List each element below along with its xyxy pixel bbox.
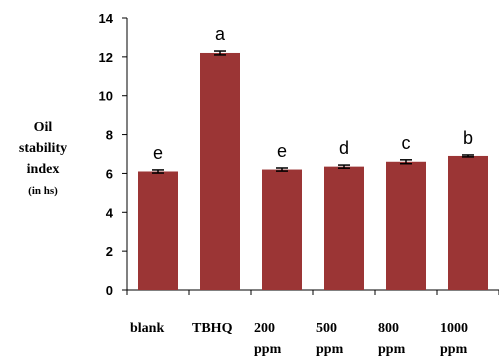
- x-category-label: 800 ppm: [378, 321, 406, 357]
- x-category-label: blank: [130, 321, 164, 336]
- bar: [200, 52, 240, 290]
- bar: [138, 171, 178, 290]
- error-bar: [276, 167, 288, 172]
- x-category-label: 500 ppm: [316, 321, 344, 357]
- x-category-label: 1000 ppm: [440, 321, 468, 357]
- y-axis-ticks: 0 2 4 6 8 10 12 14: [99, 11, 127, 298]
- error-bar: [214, 50, 226, 56]
- error-bar: [338, 164, 350, 169]
- significance-letter: a: [215, 24, 226, 44]
- error-bar: [462, 154, 474, 158]
- y-tick-label: 8: [106, 128, 113, 143]
- x-axis-ticks: [126, 290, 499, 295]
- bars: [138, 52, 488, 290]
- significance-letter: b: [463, 128, 473, 148]
- y-axis-title: Oil stability index: [19, 120, 67, 177]
- x-category-label: 200 ppm: [254, 321, 282, 357]
- significance-letter: e: [153, 143, 163, 163]
- y-tick-label: 6: [106, 166, 113, 181]
- bar: [448, 155, 488, 290]
- y-tick-label: 2: [106, 244, 113, 259]
- y-tick-label: 0: [106, 283, 113, 298]
- bar: [262, 169, 302, 290]
- y-tick-label: 10: [99, 89, 113, 104]
- significance-letter: d: [339, 138, 349, 158]
- y-axis-unit: (in hs): [28, 185, 58, 197]
- x-category-label: TBHQ: [192, 321, 233, 336]
- error-bar: [400, 159, 412, 165]
- bar: [324, 166, 364, 290]
- significance-letter: c: [402, 133, 411, 153]
- y-tick-label: 12: [99, 50, 113, 65]
- error-bar: [152, 169, 164, 174]
- x-axis-category-labels: blank TBHQ 200 ppm 500 ppm 800 ppm 1000 ppm: [130, 321, 468, 357]
- error-bars: [152, 50, 474, 174]
- significance-letters: e a e d c b: [153, 24, 473, 163]
- y-tick-label: 14: [99, 11, 114, 26]
- bar: [386, 161, 426, 290]
- significance-letter: e: [277, 141, 287, 161]
- y-axis-label: Oil stability index (in hs): [19, 120, 67, 197]
- y-tick-label: 4: [106, 205, 114, 220]
